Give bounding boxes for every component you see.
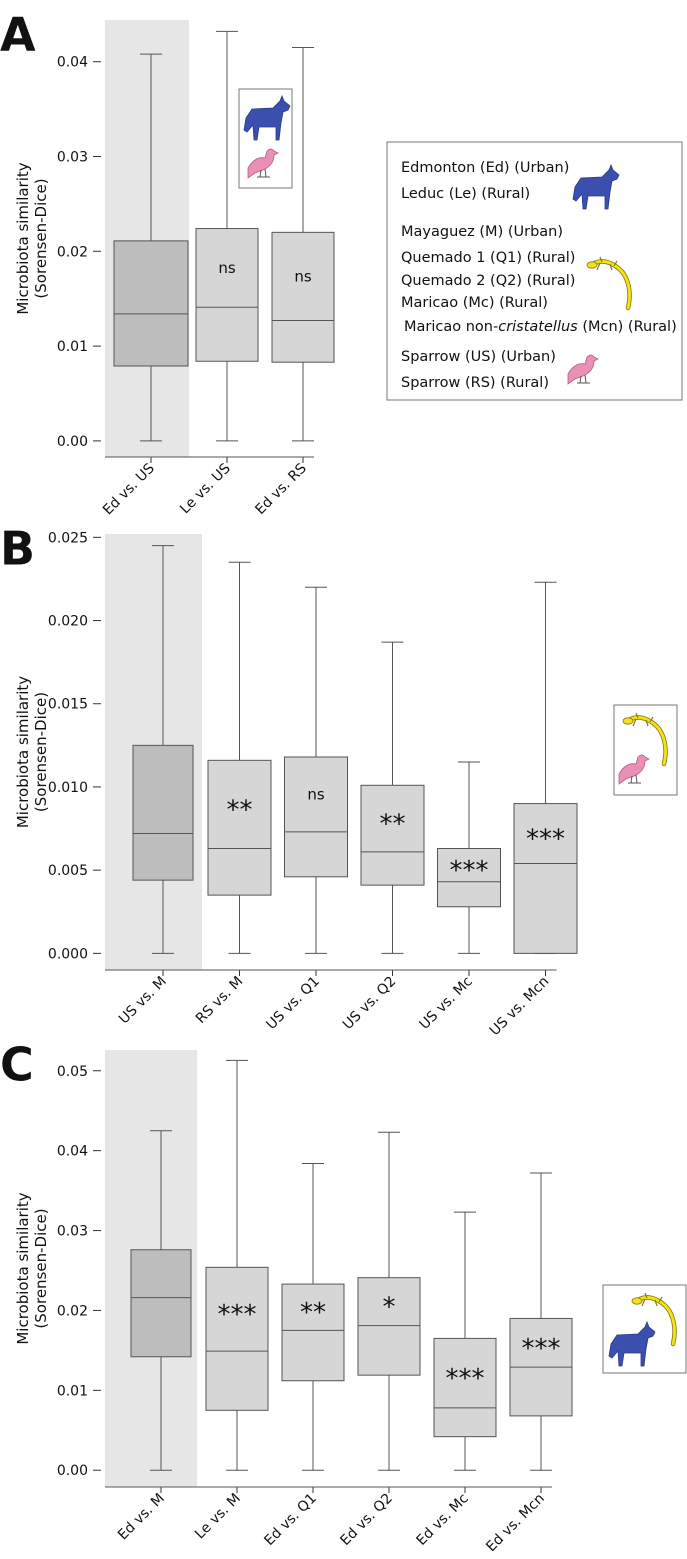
x-tick-label: RS vs. M (193, 974, 246, 1027)
box (130, 1249, 192, 1358)
y-tick-label: 0.005 (48, 863, 88, 879)
x-tick-label: Ed vs. Mcn (483, 1491, 548, 1556)
y-tick-label: 0.00 (57, 1463, 88, 1479)
box (281, 1283, 345, 1382)
legend-entry: Sparrow (RS) (Rural) (401, 375, 549, 391)
significance-label: * (383, 1293, 396, 1323)
x-tick-label: Ed vs. RS (252, 460, 310, 518)
significance-label: ** (300, 1298, 326, 1328)
x-tick-label: Le vs. M (192, 1491, 244, 1543)
x-tick-label: Ed vs. M (115, 1491, 168, 1544)
legend-box (386, 141, 683, 401)
y-tick-label: 0.020 (48, 614, 88, 630)
y-axis-label: Microbiota similarity (14, 676, 32, 828)
x-tick-label: Ed vs. Mc (414, 1491, 472, 1549)
y-tick-label: 0.03 (57, 150, 88, 166)
y-tick-label: 0.010 (48, 780, 88, 796)
y-axis-label: Microbiota similarity (14, 1192, 32, 1344)
x-tick-label: US vs. M (116, 974, 170, 1028)
y-tick-label: 0.015 (48, 697, 88, 713)
panel-letter: C (0, 1038, 34, 1092)
x-tick-label: US vs. Q1 (263, 974, 322, 1033)
significance-label: *** (218, 1300, 257, 1330)
box (132, 744, 194, 881)
box (207, 759, 272, 896)
box (113, 240, 189, 367)
significance-label: ns (294, 267, 312, 285)
x-tick-label: Ed vs. Q2 (337, 1491, 395, 1549)
significance-label: *** (450, 856, 489, 886)
y-tick-label: 0.02 (57, 244, 88, 260)
significance-label: ** (380, 810, 406, 840)
y-axis-label: (Sorensen-Dice) (32, 1208, 50, 1328)
box (437, 848, 501, 908)
legend-text: cristatellus (498, 319, 578, 335)
legend-text: Maricao non- (404, 319, 498, 335)
legend-entry: Edmonton (Ed) (Urban) (401, 160, 569, 176)
legend-entry: Maricao (Mc) (Rural) (401, 295, 548, 311)
highlight-shade (105, 20, 189, 457)
box (433, 1337, 497, 1438)
y-tick-label: 0.01 (57, 339, 88, 355)
legend-entry: Mayaguez (M) (Urban) (401, 224, 563, 240)
y-tick-label: 0.04 (57, 55, 88, 71)
y-axis-label: Microbiota similarity (14, 162, 32, 314)
y-tick-label: 0.025 (48, 530, 88, 546)
significance-label: ** (227, 795, 253, 825)
y-axis-label: (Sorensen-Dice) (32, 178, 50, 298)
x-tick-label: US vs. Mcn (487, 974, 553, 1040)
box (513, 803, 578, 954)
legend-entry: Quemado 2 (Q2) (Rural) (401, 273, 575, 289)
x-tick-label: Ed vs. Q1 (261, 1491, 319, 1549)
box (271, 231, 335, 363)
panel-letter: B (0, 522, 35, 576)
panel-letter: A (0, 8, 36, 62)
y-axis-label: (Sorensen-Dice) (32, 692, 50, 812)
significance-label: *** (522, 1334, 561, 1364)
y-tick-label: 0.000 (48, 946, 88, 962)
x-tick-label: Le vs. US (177, 460, 234, 517)
box (205, 1266, 269, 1411)
legend-entry: Leduc (Le) (Rural) (401, 186, 530, 202)
box (360, 784, 425, 886)
box (195, 228, 259, 362)
y-tick-label: 0.00 (57, 434, 88, 450)
x-tick-label: US vs. Q2 (340, 974, 399, 1033)
significance-label: ns (218, 259, 236, 277)
x-tick-label: Ed vs. US (100, 460, 158, 518)
box (357, 1277, 421, 1376)
legend-entry: Sparrow (US) (Urban) (401, 349, 556, 365)
y-tick-label: 0.03 (57, 1224, 88, 1240)
y-tick-label: 0.01 (57, 1383, 88, 1399)
significance-label: *** (526, 825, 565, 855)
legend-entry: Maricao non-cristatellus (Mcn) (Rural) (404, 319, 677, 335)
y-tick-label: 0.05 (57, 1064, 88, 1080)
legend-text: (Mcn) (Rural) (578, 319, 677, 335)
box (284, 756, 348, 878)
x-tick-label: US vs. Mc (417, 974, 476, 1033)
legend-entry: Quemado 1 (Q1) (Rural) (401, 250, 575, 266)
y-tick-label: 0.02 (57, 1303, 88, 1319)
significance-label: ns (307, 785, 325, 803)
significance-label: *** (446, 1364, 485, 1394)
y-tick-label: 0.04 (57, 1144, 88, 1160)
